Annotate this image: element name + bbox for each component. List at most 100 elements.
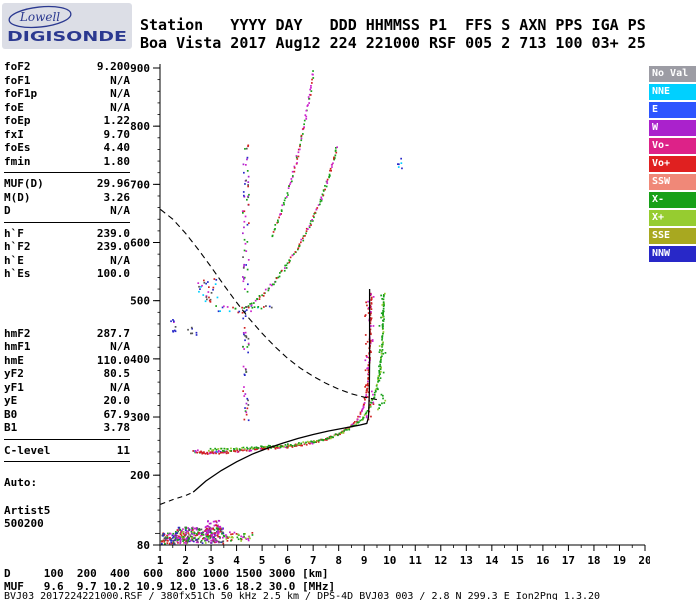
separator <box>4 438 130 440</box>
param-value: N/A <box>110 253 130 267</box>
param-row-hme: hmE 110.0 <box>4 354 130 368</box>
y-tick-700: 700 <box>130 178 150 191</box>
param-value: 4.40 <box>103 141 131 154</box>
param-row-hes: h`Es 100.0 <box>4 267 130 281</box>
y-tick-600: 600 <box>130 237 150 250</box>
y-tick-200: 200 <box>130 469 150 482</box>
param-label: foF1 <box>4 73 31 87</box>
param-label: hmF2 <box>4 326 31 340</box>
param-row-foe: foE N/A <box>4 101 130 115</box>
param-label: foE <box>4 100 24 114</box>
param-value: 20.0 <box>103 394 131 407</box>
param-value: 9.200 <box>96 60 130 73</box>
legend-x-: X- <box>649 192 696 208</box>
param-row-md: M(D) 3.26 <box>4 191 130 205</box>
param-row-hf2: h`F2 239.0 <box>4 240 130 254</box>
y-tick-800: 800 <box>130 120 150 133</box>
separator <box>4 461 130 462</box>
param-value: 29.96 <box>96 177 130 190</box>
param-label: hmE <box>4 353 24 367</box>
param-row-fxi: fxI 9.70 <box>4 128 130 142</box>
x-tick-8: 8 <box>335 554 342 567</box>
param-label: yE <box>4 394 18 407</box>
legend-nne: NNE <box>649 84 696 100</box>
param-row-yf1: yF1 N/A <box>4 381 130 395</box>
param-value: N/A <box>110 73 130 87</box>
x-tick-13: 13 <box>460 554 473 567</box>
param-row-hf: h`F 239.0 <box>4 227 130 241</box>
digisonde-logo-graphic: Lowell DIGISONDE <box>7 5 127 45</box>
param-row-fmin: fmin 1.80 <box>4 155 130 169</box>
echo-color-legend: No Val NNE E W Vo- Vo+ SSW X- X+ SSE NNW <box>649 66 696 264</box>
legend-nnw: NNW <box>649 246 696 262</box>
legend-vo-: Vo+ <box>649 156 696 172</box>
param-row-fof1p: foF1p N/A <box>4 87 130 101</box>
x-tick-7: 7 <box>310 554 317 567</box>
x-tick-17: 17 <box>562 554 575 567</box>
param-label: foF2 <box>4 60 31 73</box>
param-value: 80.5 <box>103 367 131 380</box>
param-value: 1.80 <box>103 154 131 168</box>
param-value: 100.0 <box>96 267 130 280</box>
x-tick-5: 5 <box>259 554 266 567</box>
x-tick-9: 9 <box>361 554 368 567</box>
param-value: 110.0 <box>96 353 130 367</box>
logo-orbit-icon <box>8 5 72 29</box>
param-label: M(D) <box>4 190 31 204</box>
y-tick-80: 80 <box>137 539 150 552</box>
param-row-mufd: MUF(D) 29.96 <box>4 177 130 191</box>
param-value: 3.26 <box>103 190 131 204</box>
stray-echoes-left-1 <box>170 319 177 333</box>
y-tick-400: 400 <box>130 353 150 366</box>
x-tick-1: 1 <box>157 554 164 567</box>
param-label: h`F <box>4 226 24 240</box>
param-label: hmF1 <box>4 340 31 353</box>
x-tick-11: 11 <box>409 554 423 567</box>
param-row-he: h`E N/A <box>4 254 130 268</box>
x-tick-19: 19 <box>613 554 626 567</box>
param-value: 9.70 <box>103 127 131 141</box>
x-tick-4: 4 <box>233 554 240 567</box>
param-row-b1: B1 3.78 <box>4 421 130 435</box>
param-label: B0 <box>4 407 18 421</box>
param-value: N/A <box>110 204 130 217</box>
param-footer-0: Auto: <box>4 476 38 489</box>
param-row-b0: B0 67.9 <box>4 408 130 422</box>
x-tick-14: 14 <box>485 554 499 567</box>
legend-e: E <box>649 102 696 118</box>
scaled-parameters-panel: foF2 9.200 foF1 N/A foF1p N/A foE N/A foEp 1.22 fx… <box>4 60 130 531</box>
x-tick-10: 10 <box>383 554 396 567</box>
param-label: MUF(D) <box>4 177 44 190</box>
param-label: foEp <box>4 114 31 127</box>
y-tick-500: 500 <box>130 295 150 308</box>
x-tick-18: 18 <box>587 554 600 567</box>
legend-sse: SSE <box>649 228 696 244</box>
y-tick-300: 300 <box>130 411 150 424</box>
legend-vo-: Vo- <box>649 138 696 154</box>
param-row-d: D N/A <box>4 204 130 218</box>
stray-echoes-left-2 <box>187 326 198 336</box>
x-tick-16: 16 <box>536 554 550 567</box>
param-label: D <box>4 204 11 217</box>
x-tick-20: 20 <box>638 554 650 567</box>
param-row-yf2: yF2 80.5 <box>4 367 130 381</box>
param-label: fmin <box>4 154 31 168</box>
x-tick-2: 2 <box>182 554 189 567</box>
param-label: fxI <box>4 127 24 141</box>
y-tick-900: 900 <box>130 62 150 75</box>
legend-no-val: No Val <box>649 66 696 82</box>
param-value: 3.78 <box>103 421 131 434</box>
logo-lowell-text: Lowell <box>19 10 60 24</box>
param-row-hmf2: hmF2 287.7 <box>4 327 130 341</box>
param-label: h`E <box>4 253 24 267</box>
transmission-curve-dashed <box>160 208 378 401</box>
param-row-hmf1: hmF1 N/A <box>4 340 130 354</box>
legend-w: W <box>649 120 696 136</box>
true-height-profile <box>192 289 371 493</box>
param-value: 1.22 <box>103 114 131 127</box>
stray-echoes-top-right <box>397 157 403 170</box>
es-blob <box>205 519 222 538</box>
logo-digisonde-text: DIGISONDE <box>7 30 127 45</box>
es-layer-main <box>174 526 225 545</box>
distance-row: D 100 200 400 600 800 1000 1500 3000 [km… <box>4 567 329 580</box>
